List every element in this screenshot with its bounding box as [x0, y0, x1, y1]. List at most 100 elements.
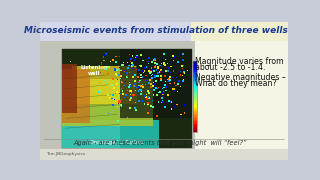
Point — [172, 56, 177, 58]
Point — [125, 116, 130, 119]
Point — [157, 71, 162, 74]
Point — [128, 93, 133, 96]
Text: Microseismic events from stimulation of three wells: Microseismic events from stimulation of … — [24, 26, 288, 35]
FancyBboxPatch shape — [193, 129, 197, 131]
Point — [112, 98, 117, 101]
Point — [97, 90, 102, 93]
FancyBboxPatch shape — [193, 111, 197, 112]
Point — [183, 104, 188, 107]
FancyBboxPatch shape — [193, 101, 197, 102]
FancyBboxPatch shape — [193, 92, 197, 94]
Point — [127, 83, 132, 86]
FancyBboxPatch shape — [193, 82, 197, 84]
Point — [168, 78, 173, 81]
Point — [159, 69, 164, 72]
Point — [178, 85, 183, 88]
FancyBboxPatch shape — [193, 105, 197, 107]
Point — [148, 71, 154, 73]
FancyBboxPatch shape — [193, 72, 197, 74]
Point — [153, 64, 158, 67]
FancyBboxPatch shape — [193, 104, 197, 105]
FancyBboxPatch shape — [193, 124, 197, 125]
Point — [146, 57, 151, 60]
Point — [156, 86, 161, 89]
Point — [115, 69, 120, 72]
Point — [145, 90, 150, 93]
Point — [179, 113, 184, 116]
Point — [127, 71, 132, 74]
FancyBboxPatch shape — [193, 75, 197, 77]
Point — [142, 71, 147, 74]
Point — [168, 76, 173, 79]
Text: Tom JBGeophysics: Tom JBGeophysics — [46, 152, 85, 156]
Point — [137, 72, 142, 75]
FancyBboxPatch shape — [193, 78, 197, 80]
Point — [98, 81, 103, 84]
Point — [117, 100, 122, 103]
Point — [116, 73, 122, 76]
Point — [145, 102, 150, 105]
Point — [167, 75, 172, 78]
Point — [132, 65, 138, 68]
Point — [108, 69, 113, 72]
Point — [171, 55, 176, 57]
Point — [172, 105, 177, 108]
Point — [130, 62, 135, 65]
Point — [149, 61, 155, 64]
Point — [124, 72, 130, 75]
Point — [156, 85, 161, 87]
FancyBboxPatch shape — [62, 64, 77, 113]
Point — [106, 65, 111, 68]
Point — [154, 75, 159, 78]
FancyBboxPatch shape — [193, 122, 197, 124]
Point — [115, 91, 120, 94]
Point — [162, 62, 167, 65]
Point — [138, 73, 143, 76]
Point — [142, 66, 147, 69]
Point — [151, 70, 156, 73]
FancyBboxPatch shape — [40, 22, 288, 41]
Point — [114, 74, 119, 77]
Point — [178, 75, 183, 78]
Point — [144, 93, 149, 96]
Point — [128, 60, 133, 63]
Point — [156, 75, 161, 78]
Point — [160, 91, 165, 94]
Text: What do they mean?: What do they mean? — [195, 79, 276, 88]
FancyBboxPatch shape — [62, 49, 192, 148]
Point — [156, 79, 162, 82]
Point — [115, 105, 120, 108]
Point — [133, 56, 138, 59]
Point — [113, 92, 118, 95]
Point — [159, 64, 164, 67]
Point — [135, 80, 140, 83]
Point — [178, 74, 183, 77]
Point — [140, 59, 146, 62]
Point — [137, 88, 142, 91]
Point — [168, 66, 173, 68]
FancyBboxPatch shape — [193, 98, 197, 100]
Point — [142, 102, 147, 105]
Point — [129, 97, 134, 100]
Point — [178, 70, 183, 73]
Point — [121, 61, 126, 64]
Point — [125, 89, 130, 92]
Point — [124, 76, 129, 79]
Point — [119, 105, 124, 108]
Point — [155, 72, 160, 75]
Point — [138, 76, 143, 79]
Point — [114, 73, 119, 76]
Point — [155, 63, 160, 66]
Point — [167, 82, 172, 85]
Point — [161, 74, 166, 77]
Point — [147, 69, 152, 72]
Point — [109, 84, 115, 87]
Point — [130, 67, 135, 70]
Point — [135, 55, 140, 58]
Point — [166, 80, 171, 83]
Point — [139, 70, 144, 73]
Point — [121, 93, 126, 95]
Point — [159, 97, 164, 100]
Point — [160, 93, 165, 96]
Point — [132, 66, 138, 69]
